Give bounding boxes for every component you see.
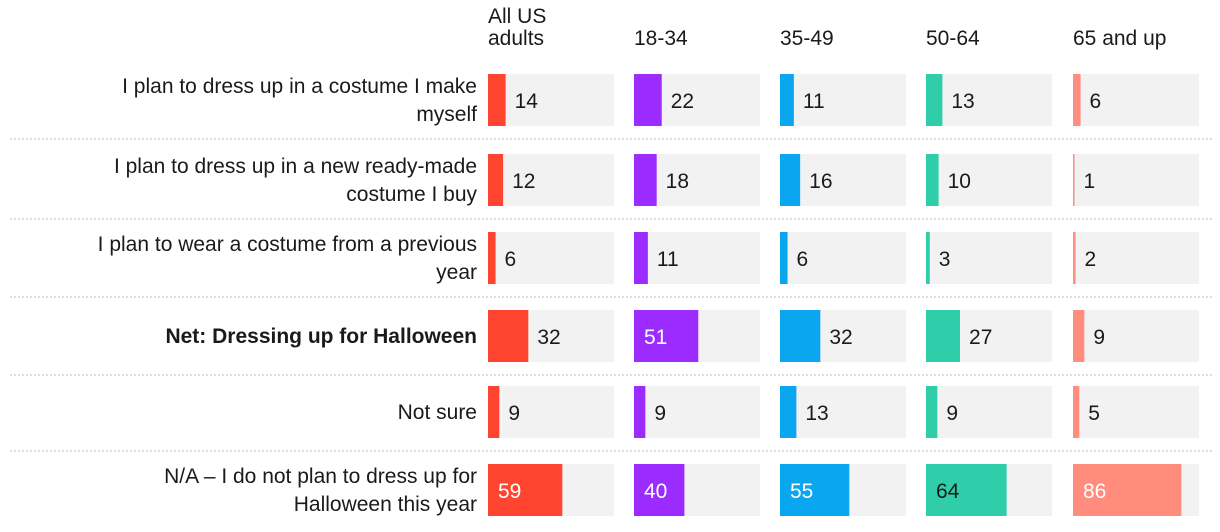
bar-track bbox=[1073, 310, 1199, 362]
bar-track bbox=[488, 74, 614, 126]
bar-track bbox=[1073, 232, 1199, 284]
bar bbox=[1073, 154, 1075, 206]
bar bbox=[926, 310, 961, 362]
data-label: 51 bbox=[644, 326, 667, 349]
bar-track bbox=[926, 154, 1052, 206]
bar-track bbox=[780, 232, 906, 284]
bar bbox=[634, 464, 685, 516]
data-label: 13 bbox=[951, 90, 974, 113]
bar bbox=[926, 232, 930, 284]
bar-track bbox=[634, 232, 760, 284]
series-header: 65 and up bbox=[1073, 27, 1166, 50]
category-label: I plan to dress up in a new ready-made bbox=[114, 155, 477, 178]
data-label: 13 bbox=[805, 402, 828, 425]
category-label: costume I buy bbox=[346, 183, 477, 206]
data-label: 55 bbox=[790, 480, 813, 503]
data-label: 64 bbox=[936, 480, 960, 503]
bar bbox=[488, 154, 504, 206]
data-label: 32 bbox=[537, 326, 560, 349]
bar bbox=[926, 386, 938, 438]
bar bbox=[780, 232, 788, 284]
data-label: 40 bbox=[644, 480, 667, 503]
bar bbox=[780, 464, 850, 516]
category-label: I plan to wear a costume from a previous bbox=[98, 233, 477, 256]
series-header: adults bbox=[488, 27, 544, 50]
bar bbox=[780, 386, 797, 438]
data-label: 9 bbox=[654, 402, 666, 425]
data-label: 6 bbox=[505, 248, 517, 271]
data-label: 27 bbox=[969, 326, 992, 349]
bar bbox=[488, 386, 500, 438]
bar bbox=[634, 74, 662, 126]
data-label: 11 bbox=[657, 248, 679, 271]
data-label: 2 bbox=[1085, 248, 1097, 271]
data-label: 14 bbox=[515, 90, 539, 113]
series-header: 18-34 bbox=[634, 27, 688, 50]
bar bbox=[634, 154, 657, 206]
bar bbox=[780, 154, 801, 206]
data-label: 9 bbox=[508, 402, 520, 425]
category-label: Halloween this year bbox=[294, 493, 477, 516]
bar bbox=[926, 74, 943, 126]
bar-track bbox=[780, 74, 906, 126]
bar bbox=[1073, 386, 1080, 438]
bar-track bbox=[488, 154, 614, 206]
data-label: 11 bbox=[803, 90, 825, 113]
bar bbox=[488, 310, 529, 362]
bar bbox=[1073, 464, 1182, 516]
series-header: 50-64 bbox=[926, 27, 980, 50]
bar bbox=[634, 232, 648, 284]
bar-track bbox=[1073, 386, 1199, 438]
bar-track bbox=[926, 232, 1052, 284]
series-header: All US bbox=[488, 5, 546, 28]
bar-track bbox=[926, 386, 1052, 438]
data-label: 1 bbox=[1084, 170, 1096, 193]
category-label: I plan to dress up in a costume I make bbox=[122, 75, 477, 98]
bar bbox=[1073, 232, 1076, 284]
data-label: 59 bbox=[498, 480, 521, 503]
bar bbox=[488, 232, 496, 284]
data-label: 6 bbox=[797, 248, 809, 271]
bar bbox=[488, 74, 506, 126]
data-label: 86 bbox=[1083, 480, 1106, 503]
data-label: 9 bbox=[1093, 326, 1105, 349]
bar bbox=[1073, 74, 1081, 126]
category-label: N/A – I do not plan to dress up for bbox=[164, 465, 477, 488]
data-label: 32 bbox=[829, 326, 852, 349]
category-label: Not sure bbox=[398, 401, 477, 424]
bar-track bbox=[926, 74, 1052, 126]
bar bbox=[780, 310, 821, 362]
data-label: 3 bbox=[939, 248, 951, 271]
data-label: 22 bbox=[671, 90, 694, 113]
series-header: 35-49 bbox=[780, 27, 834, 50]
bar-track bbox=[488, 386, 614, 438]
category-label: year bbox=[436, 261, 477, 284]
data-label: 12 bbox=[512, 170, 535, 193]
bar bbox=[634, 386, 646, 438]
bar-track bbox=[488, 232, 614, 284]
data-label: 18 bbox=[666, 170, 689, 193]
bar bbox=[926, 464, 1007, 516]
bar bbox=[926, 154, 939, 206]
bar bbox=[780, 74, 794, 126]
data-label: 16 bbox=[809, 170, 832, 193]
category-label: Net: Dressing up for Halloween bbox=[165, 325, 477, 348]
data-label: 10 bbox=[948, 170, 971, 193]
bar-track bbox=[1073, 74, 1199, 126]
data-label: 5 bbox=[1088, 402, 1100, 425]
bar-track bbox=[780, 386, 906, 438]
bar bbox=[1073, 310, 1085, 362]
category-label: myself bbox=[416, 103, 477, 126]
bar bbox=[488, 464, 563, 516]
bar bbox=[634, 310, 699, 362]
data-label: 6 bbox=[1090, 90, 1102, 113]
bar-track bbox=[1073, 154, 1199, 206]
data-label: 9 bbox=[946, 402, 958, 425]
bar-track bbox=[634, 386, 760, 438]
bar-track bbox=[780, 154, 906, 206]
